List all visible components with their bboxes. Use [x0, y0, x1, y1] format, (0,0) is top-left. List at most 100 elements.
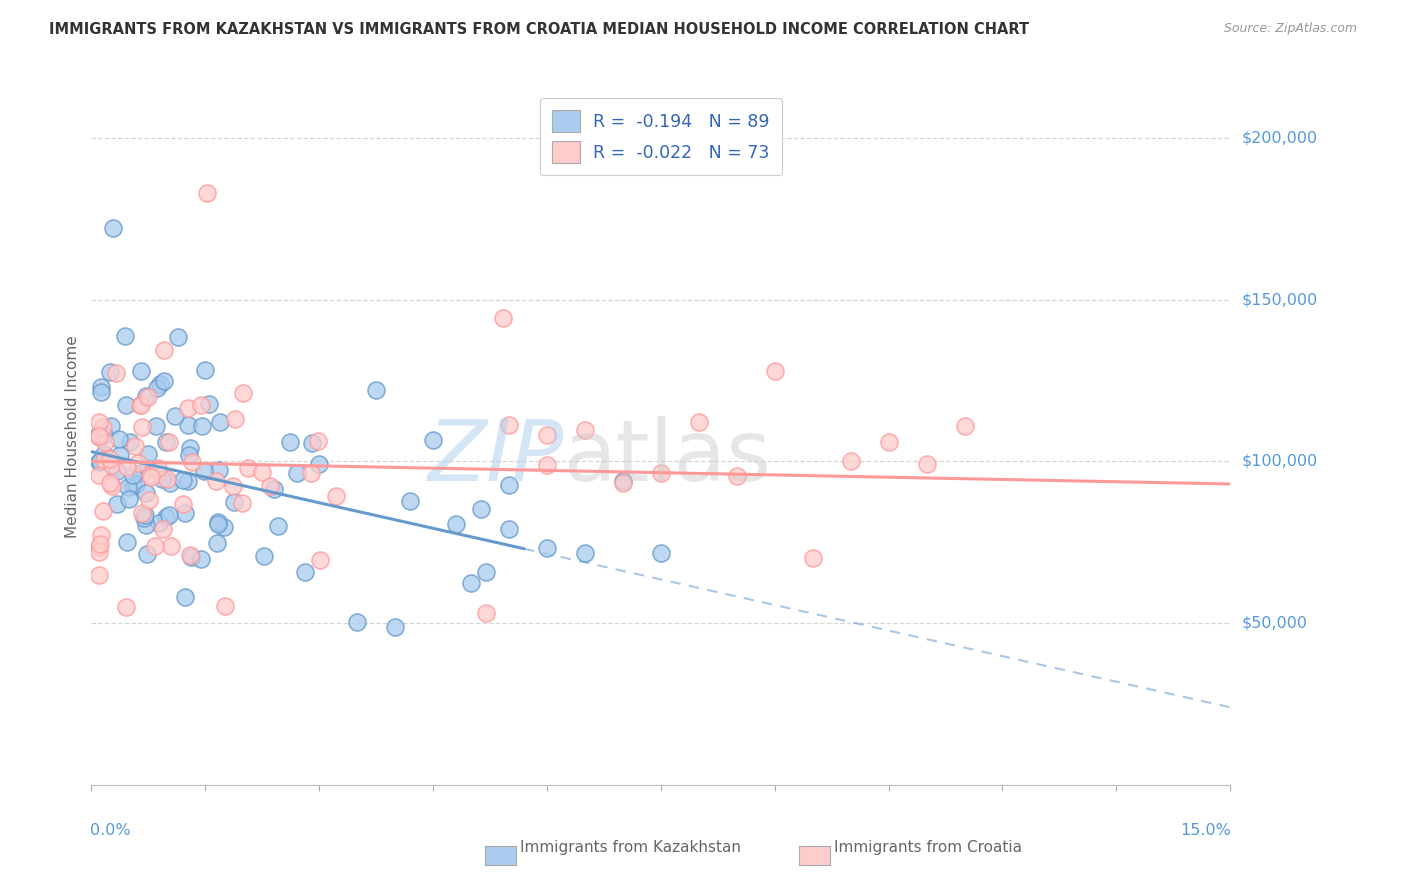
Point	[89, 537, 111, 551]
Point	[536, 427, 558, 442]
Text: Immigrants from Croatia: Immigrants from Croatia	[834, 840, 1022, 855]
Point	[877, 434, 900, 449]
Point	[118, 491, 141, 506]
Point	[209, 415, 232, 429]
Point	[325, 489, 347, 503]
Point	[399, 494, 422, 508]
Point	[165, 409, 187, 423]
Point	[114, 329, 136, 343]
Point	[131, 506, 153, 520]
Point	[152, 374, 174, 388]
Point	[180, 549, 202, 564]
Point	[222, 494, 245, 508]
Point	[157, 508, 180, 522]
Point	[118, 435, 141, 450]
Point	[159, 475, 181, 490]
Point	[115, 535, 138, 549]
Point	[146, 461, 169, 475]
Point	[224, 412, 246, 426]
Text: $150,000: $150,000	[1241, 292, 1317, 307]
Point	[157, 434, 180, 449]
Point	[138, 461, 160, 475]
Text: Immigrants from Kazakhstan: Immigrants from Kazakhstan	[520, 840, 741, 855]
Point	[207, 517, 229, 532]
Point	[475, 565, 498, 579]
Legend: R =  -0.194   N = 89, R =  -0.022   N = 73: R = -0.194 N = 89, R = -0.022 N = 73	[540, 98, 782, 176]
Text: 0.0%: 0.0%	[90, 823, 131, 838]
Point	[104, 366, 127, 380]
Point	[105, 464, 128, 478]
Point	[94, 434, 117, 449]
Point	[87, 544, 110, 558]
Point	[90, 380, 112, 394]
Point	[108, 448, 131, 462]
Point	[267, 519, 290, 533]
Point	[953, 418, 976, 433]
Point	[98, 451, 121, 466]
Point	[299, 467, 322, 481]
Point	[135, 389, 157, 403]
Point	[93, 452, 115, 467]
Point	[190, 551, 212, 566]
Point	[125, 477, 148, 491]
Point	[174, 506, 197, 520]
Point	[195, 186, 218, 200]
Point	[460, 576, 482, 591]
Point	[89, 430, 111, 444]
Point	[155, 434, 177, 449]
Point	[129, 467, 152, 481]
Point	[143, 539, 166, 553]
Point	[259, 479, 281, 493]
Point	[294, 566, 316, 580]
Point	[101, 458, 124, 472]
Point	[100, 419, 122, 434]
Point	[212, 520, 235, 534]
Point	[152, 522, 174, 536]
Point	[250, 465, 273, 479]
Point	[177, 418, 200, 433]
Point	[136, 447, 159, 461]
Point	[114, 398, 136, 412]
Point	[136, 548, 159, 562]
Point	[128, 398, 150, 412]
Point	[153, 343, 176, 358]
Point	[650, 546, 672, 560]
Point	[150, 472, 173, 486]
Point	[207, 463, 229, 477]
Point	[155, 510, 177, 524]
Point	[612, 475, 634, 490]
Point	[121, 467, 143, 482]
Point	[231, 496, 253, 510]
Point	[346, 615, 368, 630]
Point	[114, 600, 136, 615]
Point	[475, 607, 498, 621]
Point	[384, 620, 406, 634]
Point	[725, 469, 748, 483]
Point	[194, 363, 217, 377]
Point	[93, 428, 115, 442]
Point	[160, 539, 183, 553]
Point	[491, 310, 513, 325]
Y-axis label: Median Household Income: Median Household Income	[65, 335, 80, 539]
Point	[127, 456, 149, 470]
Point	[101, 221, 124, 235]
Text: $50,000: $50,000	[1241, 615, 1308, 631]
Point	[205, 535, 228, 549]
Point	[172, 497, 194, 511]
Point	[148, 516, 170, 531]
Point	[204, 474, 226, 488]
Point	[301, 436, 323, 450]
Point	[179, 441, 201, 455]
Point	[207, 516, 229, 530]
Point	[122, 478, 145, 492]
Point	[650, 466, 672, 480]
Point	[138, 467, 160, 482]
Point	[87, 540, 110, 554]
Point	[498, 477, 520, 491]
Point	[366, 384, 388, 398]
Point	[222, 479, 245, 493]
Point	[138, 493, 160, 508]
Point	[87, 567, 110, 582]
Point	[308, 553, 330, 567]
Point	[145, 381, 167, 395]
